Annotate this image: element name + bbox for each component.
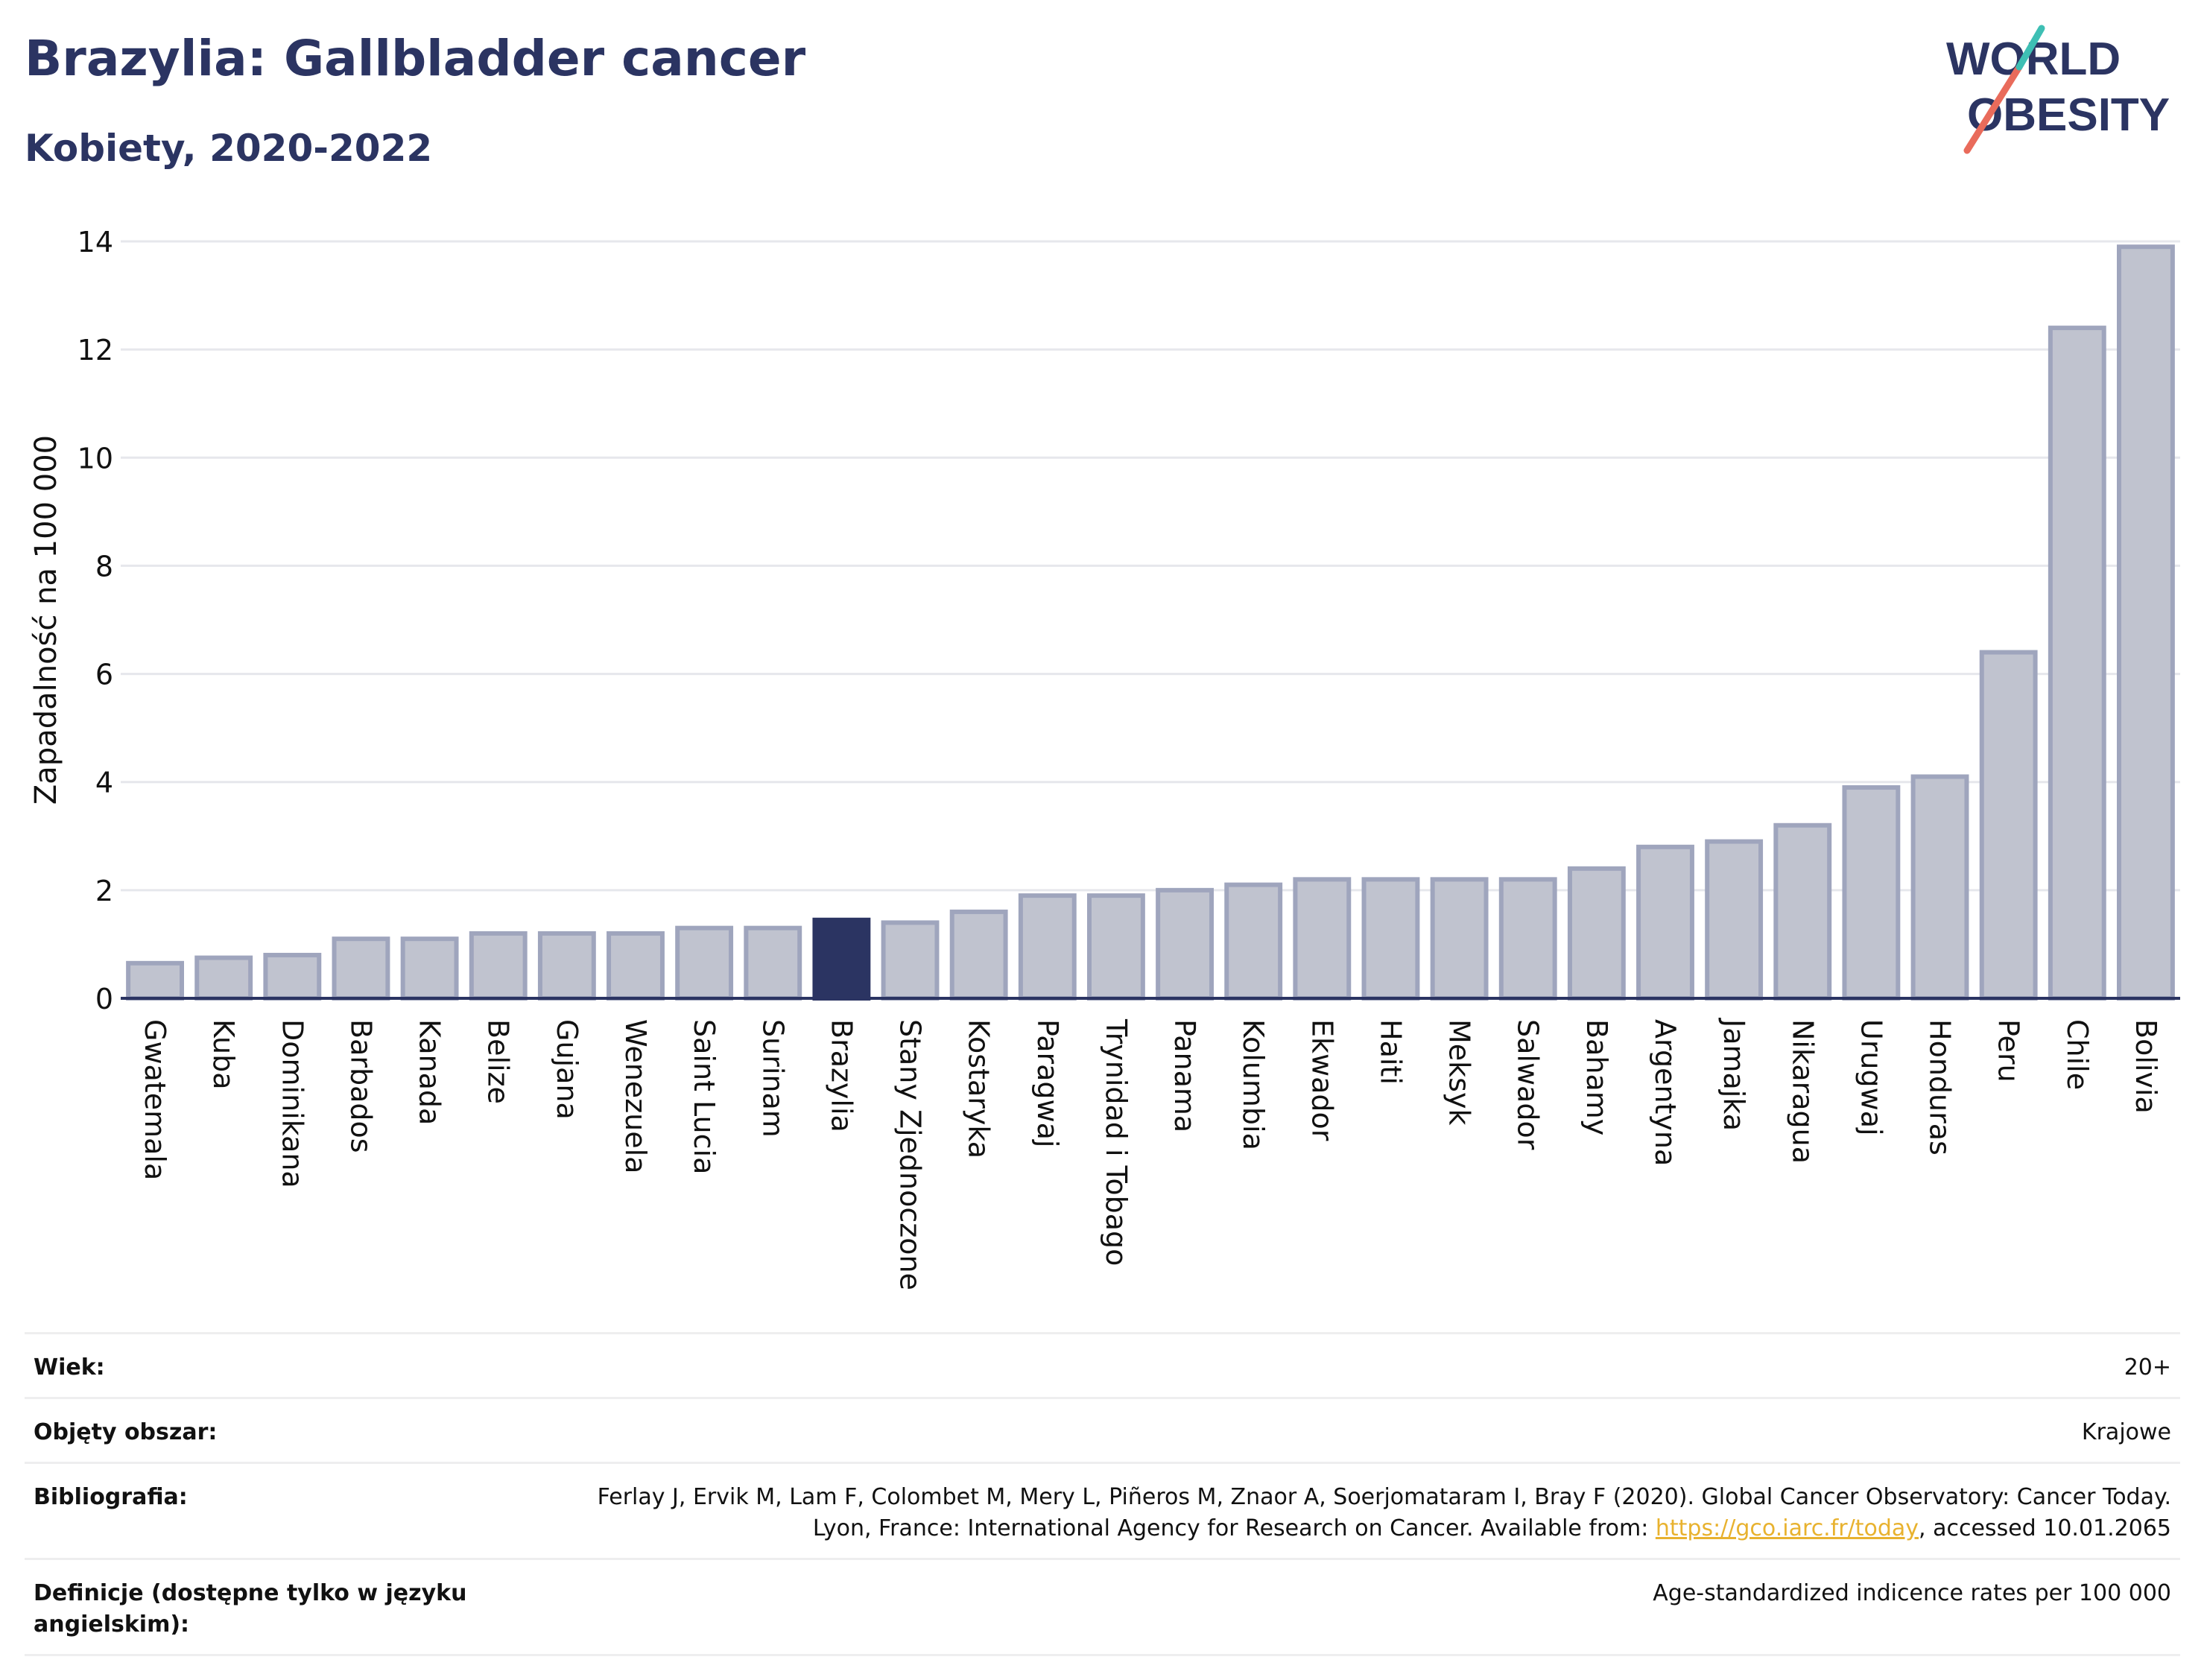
bibliography-value: Ferlay J, Ervik M, Lam F, Colombet M, Me… bbox=[547, 1482, 2171, 1544]
x-tick-label: Kuba bbox=[207, 1019, 240, 1090]
bar-gwatemala bbox=[126, 960, 184, 1001]
y-tick-label: 4 bbox=[95, 767, 113, 799]
y-axis-label: Zapadalność na 100 000 bbox=[29, 435, 63, 805]
bibliography-text: Ferlay J, Ervik M, Lam F, Colombet M, Me… bbox=[597, 1484, 2171, 1541]
x-tick-label: Argentyna bbox=[1649, 1019, 1682, 1166]
x-tick-label: Jamajka bbox=[1717, 1018, 1750, 1131]
definitions-value: Age-standardized indicence rates per 100… bbox=[1653, 1580, 2171, 1606]
y-tick-label: 10 bbox=[77, 442, 113, 475]
bar-haiti bbox=[1361, 877, 1420, 1001]
bar-jamajka bbox=[1705, 839, 1764, 1001]
bar-wenezuela bbox=[607, 931, 665, 1001]
x-tick-label: Wenezuela bbox=[619, 1019, 652, 1173]
bibliography-label: Bibliografia: bbox=[34, 1484, 188, 1510]
x-tick-label: Surinam bbox=[756, 1019, 789, 1138]
bars bbox=[126, 244, 2175, 1001]
x-tick-label: Gwatemala bbox=[139, 1019, 171, 1180]
bar-saint-lucia bbox=[675, 925, 734, 1001]
x-tick-label: Stany Zjednoczone bbox=[894, 1019, 927, 1290]
y-tick-label: 0 bbox=[95, 983, 113, 1015]
bar-meksyk bbox=[1430, 877, 1489, 1001]
meta-row-bibliography: Bibliografia: Ferlay J, Ervik M, Lam F, … bbox=[25, 1462, 2180, 1558]
x-tick-label: Paragwaj bbox=[1031, 1019, 1064, 1147]
bar-gujana bbox=[537, 931, 596, 1001]
x-tick-label: Kolumbia bbox=[1237, 1019, 1270, 1150]
page-title: Brazylia: Gallbladder cancer bbox=[25, 30, 806, 87]
meta-row-age: Wiek: 20+ bbox=[25, 1332, 2180, 1397]
bar-surinam bbox=[744, 925, 802, 1001]
bar-belize bbox=[469, 931, 528, 1001]
x-tick-label: Kostaryka bbox=[963, 1019, 995, 1158]
x-tick-label: Ekwador bbox=[1305, 1019, 1338, 1141]
y-tick-label: 12 bbox=[77, 334, 113, 367]
bar-ekwador bbox=[1293, 877, 1352, 1001]
age-label: Wiek: bbox=[34, 1354, 105, 1381]
x-tick-label: Nikaragua bbox=[1786, 1019, 1819, 1164]
bar-paragwaj bbox=[1018, 893, 1077, 1001]
bar-dominikana bbox=[263, 952, 322, 1001]
x-tick-label: Dominikana bbox=[276, 1019, 308, 1188]
x-tick-label: Salwador bbox=[1512, 1019, 1545, 1150]
x-tick-label: Bahamy bbox=[1580, 1019, 1613, 1135]
bar-argentyna bbox=[1636, 844, 1694, 1001]
x-tick-label: Kanada bbox=[414, 1019, 446, 1125]
y-tick-label: 2 bbox=[95, 875, 113, 907]
x-tick-labels: Gwatemala Kuba Dominikana Barbados Kanada Bel… bbox=[139, 1018, 2162, 1290]
bar-urugwaj bbox=[1842, 784, 1901, 1001]
logo-slash-red bbox=[1963, 63, 2023, 154]
bar-panama bbox=[1156, 887, 1214, 1001]
bar-honduras bbox=[1910, 774, 1969, 1001]
bar-bahamy bbox=[1567, 866, 1626, 1001]
x-tick-label: Brazylia bbox=[825, 1019, 858, 1132]
bar-stany-zjednoczone bbox=[881, 920, 940, 1001]
bibliography-accessed: , accessed 10.01.2065 bbox=[1919, 1515, 2171, 1541]
bar-salwador bbox=[1498, 877, 1557, 1001]
definitions-label: Definicje (dostępne tylko w języku angie… bbox=[34, 1580, 467, 1638]
age-value: 20+ bbox=[2124, 1354, 2171, 1381]
x-tick-label: Urugwaj bbox=[1855, 1019, 1887, 1136]
area-value: Krajowe bbox=[2081, 1419, 2171, 1445]
y-tick-labels: 0 2 4 6 8 10 12 14 bbox=[77, 226, 113, 1015]
bar-kanada bbox=[400, 936, 459, 1001]
world-obesity-logo: WORLD OBESITY bbox=[1946, 25, 2170, 154]
bar-chile bbox=[2048, 326, 2106, 1001]
metadata-table: Wiek: 20+ Objęty obszar: Krajowe Bibliog… bbox=[25, 1332, 2180, 1656]
y-tick-label: 8 bbox=[95, 550, 113, 583]
meta-row-definitions: Definicje (dostępne tylko w języku angie… bbox=[25, 1558, 2180, 1656]
logo-slash-teal bbox=[2015, 25, 2045, 71]
x-tick-label: Panama bbox=[1168, 1019, 1201, 1132]
bar-peru bbox=[1979, 650, 2038, 1001]
area-label: Objęty obszar: bbox=[34, 1419, 218, 1445]
bar-kostaryka bbox=[949, 909, 1008, 1001]
x-tick-label: Trynidad i Tobago bbox=[1100, 1018, 1133, 1266]
bar-barbados bbox=[332, 936, 390, 1001]
x-tick-label: Gujana bbox=[551, 1019, 583, 1120]
x-tick-label: Peru bbox=[1992, 1019, 2025, 1083]
x-tick-label: Haiti bbox=[1374, 1019, 1407, 1085]
bar-nikaragua bbox=[1773, 822, 1832, 1001]
x-tick-label: Meksyk bbox=[1443, 1019, 1476, 1125]
bar-trynidad-i-tobago bbox=[1087, 893, 1145, 1001]
x-tick-label: Chile bbox=[2061, 1019, 2094, 1090]
bar-bolivia bbox=[2117, 244, 2175, 1001]
x-tick-label: Honduras bbox=[1924, 1019, 1957, 1156]
bar-kuba bbox=[194, 955, 253, 1001]
y-tick-label: 6 bbox=[95, 659, 113, 691]
page-subtitle: Kobiety, 2020-2022 bbox=[25, 127, 433, 170]
x-tick-label: Belize bbox=[482, 1019, 515, 1104]
x-tick-label: Bolivia bbox=[2129, 1019, 2162, 1114]
bar-kolumbia bbox=[1224, 882, 1283, 1001]
meta-row-area: Objęty obszar: Krajowe bbox=[25, 1397, 2180, 1462]
bar-chart: 0 2 4 6 8 10 12 14 Gwatemala Kuba Dominikana Barba… bbox=[29, 226, 2180, 1290]
x-tick-label: Saint Lucia bbox=[688, 1019, 721, 1174]
bar-brazylia bbox=[812, 917, 871, 1001]
bibliography-link[interactable]: https://gco.iarc.fr/today bbox=[1655, 1515, 1919, 1541]
x-tick-label: Barbados bbox=[344, 1019, 377, 1153]
y-tick-label: 14 bbox=[77, 226, 113, 259]
